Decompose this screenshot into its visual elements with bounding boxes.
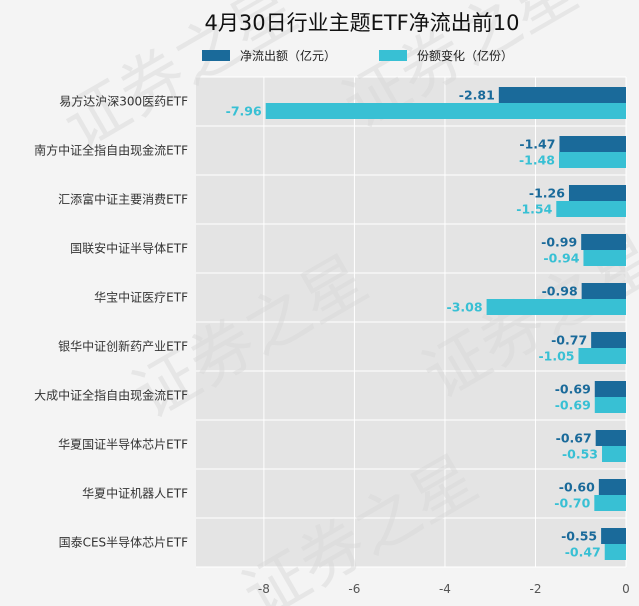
bar-net-outflow <box>568 185 626 201</box>
bar-share-change <box>265 103 626 119</box>
data-label: -1.05 <box>538 349 574 364</box>
bar-net-outflow <box>594 381 626 397</box>
bar-net-outflow <box>595 430 626 446</box>
category-label: 华夏中证机器人ETF <box>82 486 188 501</box>
data-label: -1.48 <box>519 153 555 168</box>
data-label: -0.69 <box>555 382 591 397</box>
x-tick-label: 0 <box>622 582 630 596</box>
bar-share-change <box>486 299 626 315</box>
bar-share-change <box>559 152 626 168</box>
bars <box>265 87 626 560</box>
data-label: -0.47 <box>565 545 601 560</box>
bar-net-outflow <box>581 283 626 299</box>
bar-share-change <box>583 250 626 266</box>
category-label: 华宝中证医疗ETF <box>94 290 188 305</box>
bar-net-outflow <box>581 234 626 250</box>
legend-label-net-outflow: 净流出额（亿元） <box>240 48 336 63</box>
bar-net-outflow <box>601 528 626 544</box>
data-label: -2.81 <box>459 88 495 103</box>
legend-label-share-change: 份额变化（亿份） <box>417 48 513 63</box>
category-label: 银华中证创新药产业ETF <box>58 339 188 354</box>
category-label: 大成中证全指自由现金流ETF <box>34 388 188 403</box>
category-label: 华夏国证半导体芯片ETF <box>58 438 188 452</box>
data-label: -3.08 <box>447 300 483 315</box>
data-label: -0.60 <box>559 480 595 495</box>
bar-share-change <box>602 446 626 462</box>
data-label: -0.94 <box>543 251 579 266</box>
x-tick-label: -2 <box>529 582 541 596</box>
bar-net-outflow <box>598 479 626 495</box>
x-tick-label: -8 <box>258 582 270 596</box>
data-label: -0.99 <box>541 235 577 250</box>
category-label: 国联安中证半导体ETF <box>70 241 188 256</box>
bar-share-change <box>578 348 626 364</box>
category-label: 南方中证全指自由现金流ETF <box>34 143 188 158</box>
legend-swatch-net-outflow <box>202 50 230 61</box>
x-tick-label: -6 <box>348 582 360 596</box>
bar-share-change <box>604 544 626 560</box>
bar-net-outflow <box>559 136 626 152</box>
bar-net-outflow <box>591 332 626 348</box>
legend: 净流出额（亿元） 份额变化（亿份） <box>202 48 513 63</box>
category-label: 汇添富中证主要消费ETF <box>58 192 188 207</box>
category-label: 易方达沪深300医药ETF <box>59 94 188 109</box>
data-label: -0.69 <box>555 398 591 413</box>
chart-title: 4月30日行业主题ETF净流出前10 <box>205 11 520 35</box>
x-axis-ticks: -8 -6 -4 -2 0 <box>258 582 630 596</box>
data-label: -1.26 <box>529 186 565 201</box>
data-label: -7.96 <box>226 104 262 119</box>
data-label: -1.54 <box>516 202 552 217</box>
data-label: -0.98 <box>542 284 578 299</box>
legend-swatch-share-change <box>379 50 407 61</box>
bar-share-change <box>556 201 626 217</box>
bar-share-change <box>594 397 626 413</box>
data-label: -0.77 <box>551 333 587 348</box>
data-label: -0.67 <box>556 431 592 446</box>
data-label: -0.55 <box>561 529 597 544</box>
bar-share-change <box>594 495 626 511</box>
category-label: 国泰CES半导体芯片ETF <box>59 536 188 550</box>
x-tick-label: -4 <box>439 582 451 596</box>
bar-net-outflow <box>498 87 626 103</box>
category-labels: 易方达沪深300医药ETF 南方中证全指自由现金流ETF 汇添富中证主要消费ETF 国… <box>34 94 188 550</box>
data-label: -1.47 <box>519 137 555 152</box>
value-labels: -2.81 -7.96 -1.47-1.48 -1.26-1.54 -0.99-0.94… <box>226 88 601 560</box>
grid <box>196 76 627 568</box>
data-label: -0.70 <box>554 496 590 511</box>
data-label: -0.53 <box>562 447 598 462</box>
